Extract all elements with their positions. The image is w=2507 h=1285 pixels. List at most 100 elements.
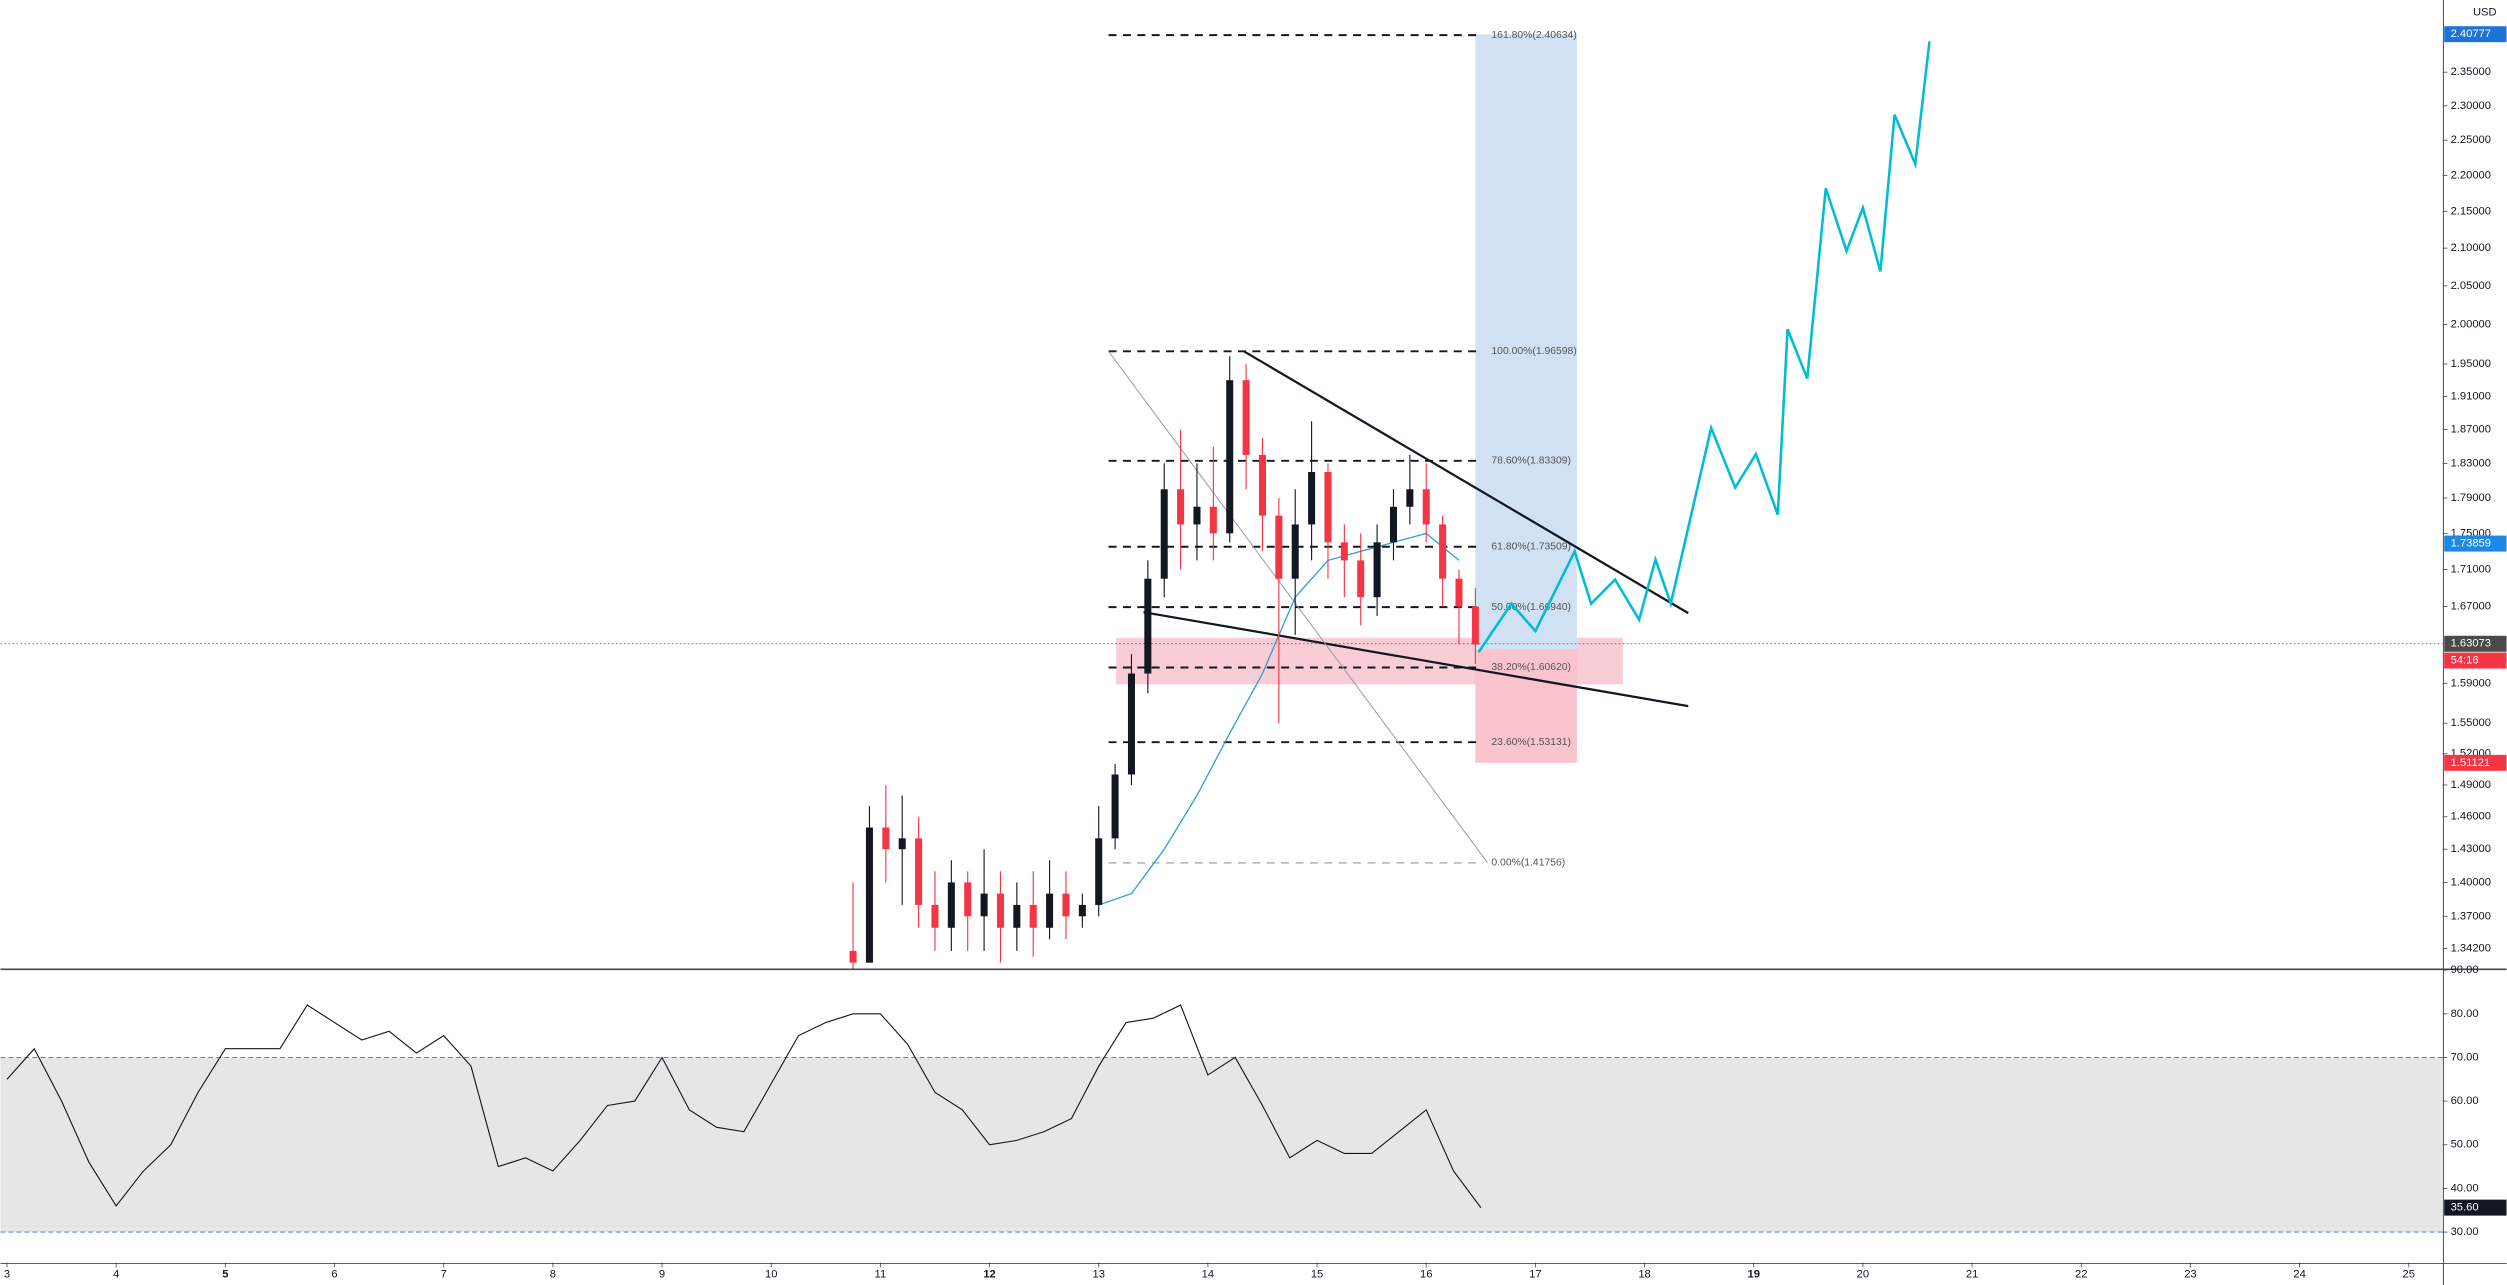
candle-body — [1340, 542, 1348, 561]
price-tag-label: 1.73859 — [2451, 538, 2491, 550]
fib-label: 78.60%(1.83309) — [1491, 456, 1571, 467]
y-tick-label: 40.00 — [2451, 1182, 2479, 1194]
candle-body — [1471, 606, 1479, 645]
trend-line — [1143, 611, 1689, 708]
candle-body — [1046, 893, 1054, 928]
trend-line — [1108, 351, 1488, 863]
rsi-tag-label: 35.60 — [2451, 1202, 2479, 1214]
rsi-band — [0, 1057, 2443, 1233]
y-tick-label: 1.87000 — [2451, 424, 2491, 436]
x-tick-label: 10 — [765, 1269, 777, 1281]
x-tick-label: 4 — [113, 1269, 119, 1281]
x-tick-label: 14 — [1202, 1269, 1214, 1281]
x-tick-label: 20 — [1857, 1269, 1869, 1281]
x-tick-label: 21 — [1966, 1269, 1978, 1281]
price-tag — [2444, 26, 2507, 43]
x-tick-label: 25 — [2403, 1269, 2415, 1281]
y-tick-label: 2.00000 — [2451, 318, 2491, 330]
y-tick-label: 2.10000 — [2451, 242, 2491, 254]
y-tick-label: 80.00 — [2451, 1008, 2479, 1020]
price-tag-label: 2.40777 — [2451, 28, 2491, 40]
fib-label: 61.80%(1.73509) — [1491, 541, 1571, 552]
x-tick-label: 12 — [983, 1269, 995, 1281]
price-tag — [2444, 535, 2507, 552]
y-tick-label: 2.05000 — [2451, 280, 2491, 292]
y-tick-label: 1.79000 — [2451, 492, 2491, 504]
y-tick-label: 30.00 — [2451, 1226, 2479, 1238]
x-tick-label: 7 — [441, 1269, 447, 1281]
fib-label: 0.00%(1.41756) — [1491, 858, 1565, 869]
x-tick-label: 22 — [2075, 1269, 2087, 1281]
candle-body — [1111, 774, 1119, 839]
candle-body — [1013, 904, 1021, 928]
candle-body — [996, 893, 1004, 928]
y-tick-label: 1.67000 — [2451, 601, 2491, 613]
x-tick-label: 9 — [659, 1269, 665, 1281]
price-pane: 161.80%(2.40634) 100.00%(1.96598) 78.60%(1… — [0, 30, 2443, 969]
candle-body — [1373, 542, 1381, 598]
y-tick-label: 1.37000 — [2451, 910, 2491, 922]
x-tick-label: 5 — [222, 1269, 228, 1281]
fib-label: 100.00%(1.96598) — [1491, 346, 1576, 357]
candle-body — [1455, 578, 1463, 607]
candle-body — [1095, 838, 1103, 905]
candle-body — [849, 950, 857, 963]
candle-body — [1258, 454, 1266, 516]
y-tick-label: 1.71000 — [2451, 563, 2491, 575]
y-tick-label: 1.83000 — [2451, 457, 2491, 469]
candle-body — [1078, 904, 1086, 917]
candle-body — [915, 838, 923, 905]
trend-line — [1243, 350, 1689, 615]
price-tag-label: 54:16 — [2451, 655, 2479, 667]
x-tick-label: 16 — [1420, 1269, 1432, 1281]
candle-body — [1029, 904, 1037, 928]
price-tag-label: 1.51121 — [2451, 757, 2491, 769]
position-loss — [1475, 649, 1577, 763]
price-tag-label: 1.63073 — [2451, 638, 2491, 650]
candle-body — [1389, 506, 1397, 543]
candle-body — [1324, 471, 1332, 543]
x-tick-label: 24 — [2293, 1269, 2305, 1281]
x-tick-label: 17 — [1529, 1269, 1541, 1281]
candle-body — [1308, 471, 1316, 525]
candle-body — [865, 827, 873, 963]
candle-body — [980, 893, 988, 917]
price-tag — [2444, 652, 2507, 669]
candle-body — [1144, 578, 1152, 674]
candle-body — [1127, 673, 1135, 775]
candle-body — [1177, 489, 1185, 525]
y-tick-label: 2.25000 — [2451, 134, 2491, 146]
y-tick-label: 1.91000 — [2451, 390, 2491, 402]
y-tick-label: 2.35000 — [2451, 66, 2491, 78]
y-tick-label: 1.43000 — [2451, 843, 2491, 855]
rsi-tag — [2444, 1199, 2507, 1216]
y-tick-label: 2.20000 — [2451, 169, 2491, 181]
candle-body — [1062, 893, 1070, 917]
candle-body — [882, 827, 890, 850]
price-tag — [2444, 754, 2507, 771]
candle-body — [1357, 560, 1365, 598]
x-tick-label: 18 — [1638, 1269, 1650, 1281]
fib-label: 50.00%(1.66940) — [1491, 602, 1571, 613]
y-tick-label: 90.00 — [2451, 964, 2479, 976]
candle-body — [1422, 489, 1430, 525]
fib-label: 161.80%(2.40634) — [1491, 30, 1576, 41]
rsi-pane — [0, 1004, 2443, 1233]
candle-body — [1439, 524, 1447, 579]
y-tick-label: 1.46000 — [2451, 811, 2491, 823]
candle-body — [1226, 380, 1234, 534]
y-tick-label: 1.40000 — [2451, 876, 2491, 888]
y-tick-label: 2.30000 — [2451, 100, 2491, 112]
y-tick-label: 1.55000 — [2451, 717, 2491, 729]
y-tick-label: 1.49000 — [2451, 779, 2491, 791]
candle-body — [947, 882, 955, 928]
candle-body — [1193, 506, 1201, 525]
candle-body — [964, 882, 972, 917]
x-tick-label: 13 — [1092, 1269, 1104, 1281]
y-tick-label: 2.15000 — [2451, 205, 2491, 217]
y-tick-label: 1.59000 — [2451, 677, 2491, 689]
candle-body — [931, 904, 939, 928]
candle-body — [1291, 524, 1299, 579]
